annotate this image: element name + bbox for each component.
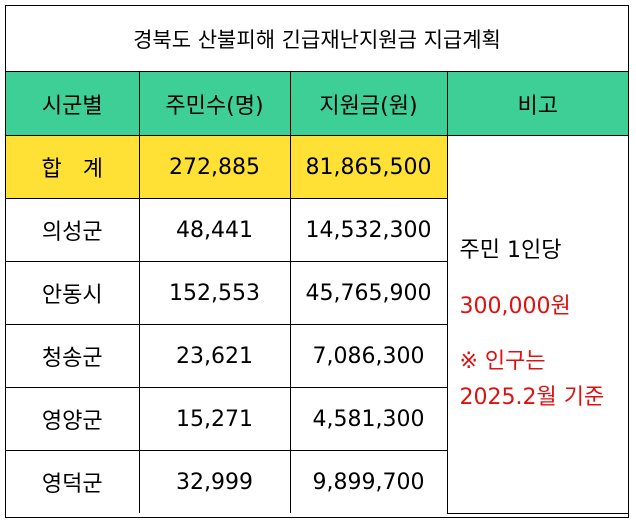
- header-residents: 주민수(명): [138, 72, 291, 136]
- region-cell: 청송군: [6, 324, 140, 388]
- table-row: 의성군 48,441 14,532,300: [6, 198, 628, 262]
- region-cell: 안동시: [6, 261, 140, 325]
- note-cell: 주민 1인당 300,000원 ※ 인구는 2025.2월 기준: [446, 135, 628, 514]
- residents-cell: 48,441: [138, 198, 291, 262]
- note-amount: 300,000원: [459, 293, 571, 319]
- residents-cell: 23,621: [138, 324, 291, 388]
- amount-cell: 14,532,300: [289, 198, 447, 262]
- residents-cell: 152,553: [138, 261, 291, 325]
- header-region: 시군별: [6, 72, 140, 136]
- region-cell: 의성군: [6, 198, 140, 262]
- support-plan-table: 시군별 주민수(명) 지원금(원) 비고 합 계 272,885 81,865,…: [6, 72, 628, 514]
- amount-cell: 4,581,300: [289, 387, 447, 451]
- total-amount: 81,865,500: [289, 135, 448, 199]
- support-plan-table-frame: 경북도 산불피해 긴급재난지원금 지급계획 시군별 주민수(명) 지원금(원) …: [5, 5, 629, 518]
- note-per-person: 주민 1인당: [459, 238, 562, 264]
- table-row: 영양군 15,271 4,581,300: [6, 387, 628, 451]
- note-population-basis: ※ 인구는: [459, 349, 546, 375]
- header-note: 비고: [446, 72, 628, 136]
- residents-cell: 15,271: [138, 387, 291, 451]
- header-amount: 지원금(원): [289, 72, 448, 136]
- amount-cell: 7,086,300: [289, 324, 447, 388]
- amount-cell: 45,765,900: [289, 261, 447, 325]
- note-date-basis: 2025.2월 기준: [459, 384, 605, 410]
- total-label: 합 계: [6, 135, 140, 199]
- residents-cell: 32,999: [138, 450, 291, 513]
- table-title: 경북도 산불피해 긴급재난지원금 지급계획: [6, 6, 628, 72]
- total-residents: 272,885: [138, 135, 291, 199]
- region-cell: 영덕군: [6, 450, 140, 513]
- amount-cell: 9,899,700: [289, 450, 447, 513]
- region-cell: 영양군: [6, 387, 140, 451]
- header-row: 시군별 주민수(명) 지원금(원) 비고: [6, 72, 628, 136]
- total-row: 합 계 272,885 81,865,500 주민 1인당 300,000원 ※…: [6, 135, 628, 514]
- table-row: 영덕군 32,999 9,899,700: [6, 450, 628, 513]
- table-row: 안동시 152,553 45,765,900: [6, 261, 628, 325]
